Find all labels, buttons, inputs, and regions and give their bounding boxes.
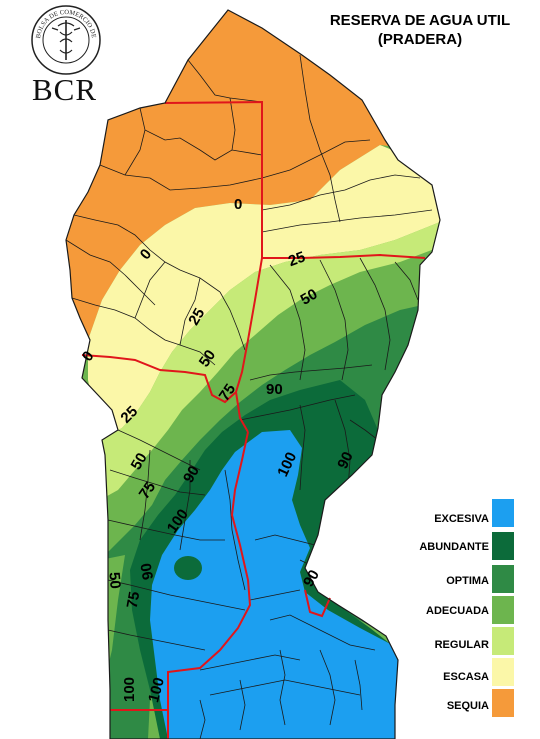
contour-label: 100 [145,676,168,705]
contour-label: 75 [124,590,144,609]
legend-label-excesiva: EXCESIVA [434,513,489,525]
contour-label: 90 [334,449,356,471]
contour-label: 100 [121,677,138,702]
contour-label: 90 [180,463,203,486]
legend-swatch-adecuada [492,596,514,624]
legend-label-adecuada: ADECUADA [426,605,489,617]
brand-logo-text: BCR [32,72,98,107]
contour-label: 75 [136,479,159,502]
contour-label: 0 [234,196,242,213]
land-outline [65,9,441,739]
province-boundaries [81,100,426,739]
contour-label: 90 [300,567,323,590]
zone-regular [100,220,440,500]
legend-label-escasa: ESCASA [443,671,489,683]
contour-label: 50 [105,571,123,589]
legend-swatch-optima [492,565,514,593]
legend-label-regular: REGULAR [434,639,489,651]
legend-swatch-excesiva [492,499,514,527]
contour-label: 50 [128,450,151,473]
legend-label-optima: OPTIMA [446,575,489,587]
contour-label: 75 [216,381,239,404]
zone-abundante-blob [174,556,202,580]
legend-swatch-escasa [492,658,514,686]
contour-label: 90 [138,562,158,581]
legend-swatch-regular [492,627,514,655]
legend-label-abundante: ABUNDANTE [419,541,489,553]
zone-excesiva [150,430,398,739]
contour-label: 25 [286,248,307,270]
contour-label: 50 [298,286,321,309]
map-title: RESERVA DE AGUA UTIL [329,12,511,29]
contour-label: 25 [185,305,208,328]
contour-label: 50 [196,347,219,370]
legend-swatch-abundante [492,532,514,560]
contour-label: 90 [266,381,283,398]
legend-label-sequia: SEQUIA [446,700,489,712]
legend-swatch-sequia [492,689,514,717]
caduceus-seal-icon: BOLSA DE COMERCIO DE ROSARIO [30,4,101,75]
map-subtitle: (PRADERA) [377,31,463,48]
district-boundaries [66,54,433,739]
